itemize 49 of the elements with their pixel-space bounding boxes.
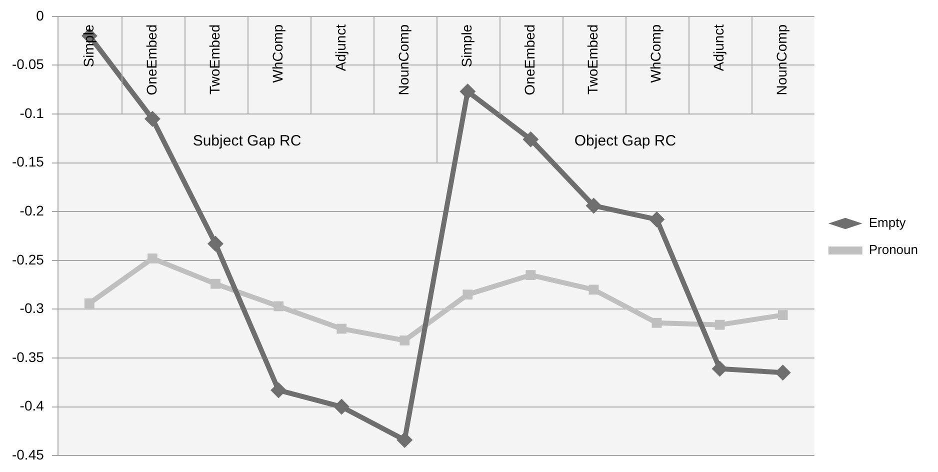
point [334,398,350,415]
point [714,320,725,330]
y-tick-label: -0.4 [20,398,44,414]
point [270,382,287,398]
x-tick-label: TwoEmbed [584,24,601,94]
x-tick-label: OneEmbed [522,24,538,96]
x-tick-label: Adjunct [710,24,727,72]
point [778,310,788,320]
x-tick-label: WhComp [269,24,286,83]
point [774,364,791,381]
legend-label: Pronoun [868,242,918,258]
point [336,324,347,334]
y-tick-label: -0.1 [20,104,44,121]
x-tick-label: Simple [80,24,96,68]
point [526,270,536,280]
annotation: Subject Gap RC [192,132,302,150]
point [208,236,224,252]
point [462,290,473,300]
y-tick-label: -0.05 [12,56,44,72]
x-tick-label: WhComp [648,24,664,83]
y-tick-label: -0.2 [20,202,44,218]
point [400,335,410,346]
y-tick-label: -0.45 [12,446,44,462]
point [396,432,413,448]
x-tick-label: TwoEmbed [206,24,222,94]
y-tick-label: -0.3 [20,300,44,316]
point [648,211,665,228]
y-tick-label: -0.15 [12,154,44,170]
point [588,284,599,295]
x-tick-label: Adjunct [332,24,348,72]
point [274,301,284,312]
y-tick-label: -0.35 [12,348,44,365]
legend-label: Empty [868,215,906,230]
point [586,198,602,214]
point [144,110,160,127]
y-tick-label: 0 [36,7,44,24]
point [148,254,158,264]
point [460,84,476,100]
x-tick-label: Simple [458,24,475,68]
y-tick-label: -0.25 [12,251,44,268]
annotation: Object Gap RC [574,132,676,150]
point [522,131,539,148]
point [210,278,220,289]
x-tick-label: NounComp [395,24,412,96]
x-tick-label: OneEmbed [143,24,160,96]
point [712,360,728,377]
point [652,318,662,328]
point [84,298,94,308]
x-tick-label: NounComp [774,24,790,96]
